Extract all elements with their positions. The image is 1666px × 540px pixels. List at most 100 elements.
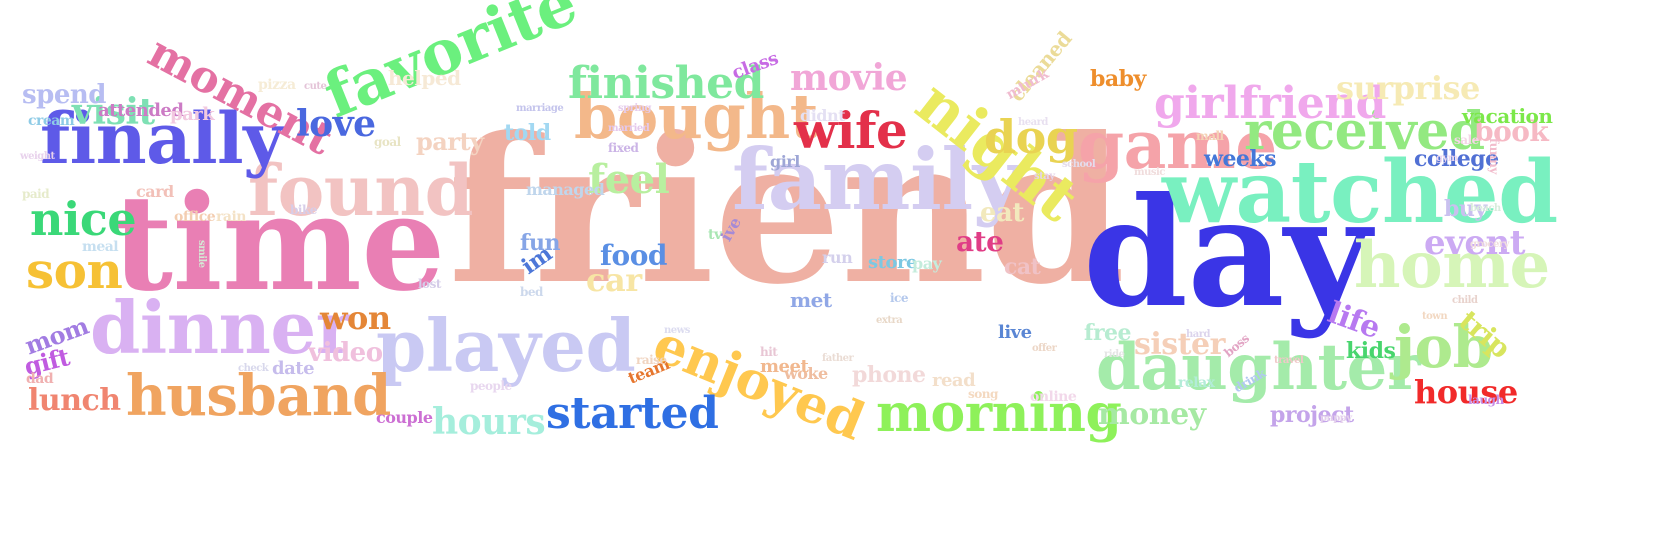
word-friend: friend [448,94,1125,329]
word-found: found [248,149,474,232]
word-cute: cute [304,81,327,92]
word-couple: couple [376,408,433,427]
word-college: college [1414,146,1499,172]
word-spend: spend [22,80,106,110]
word-started: started [546,388,719,439]
word-played: played [376,303,636,388]
word-bed: bed [520,285,543,299]
word-love: love [296,103,376,145]
word-movie: movie [790,57,908,99]
word-home: home [1354,228,1550,303]
word-dad: dad [26,371,54,387]
word-run: run [822,248,853,267]
word-received: received [1244,101,1485,162]
word-music: music [1134,167,1165,178]
word-phone: phone [852,362,926,388]
word-lost: lost [418,277,441,291]
word-song: song [968,387,998,401]
word-morning: morning [876,383,1122,444]
word-people: people [470,379,512,393]
word-check: check [238,363,269,374]
word-pizza: pizza [258,77,296,93]
word-wife: wife [794,101,908,160]
word-husband: husband [126,363,391,429]
word-daughter: daughter [1096,330,1421,405]
word-cream: cream [28,113,75,129]
word-fixed: fixed [608,141,639,155]
word-father: father [822,353,854,364]
word-hours: hours [432,401,546,443]
word-paid: paid [22,187,50,201]
word-told: told [504,120,551,146]
word-house: house [1414,373,1518,411]
word-heard: heard [1018,117,1048,128]
word-buy: buy [1444,196,1487,222]
word-cat: cat [1004,254,1041,280]
word-bike: bike [290,203,317,217]
word-smile: smile [196,240,207,268]
word-hard: hard [1186,329,1211,340]
word-read: read [932,370,976,391]
word-finished: finished [568,58,764,109]
word-watched: watched [1162,142,1558,243]
word-sister: sister [1134,327,1225,362]
word-kids: kids [1346,338,1396,364]
word-girl: girl [770,152,800,171]
word-child: child [1452,295,1478,306]
word-dinner: dinner [90,285,354,370]
word-gym: gym [1436,153,1458,164]
word-vacation: vacation [1462,104,1553,128]
word-book: book [1474,115,1549,148]
word-rain: rain [216,209,246,225]
word-food: food [600,239,667,272]
word-laugh: laugh [1468,393,1504,407]
word-town: town [1422,311,1448,322]
word-free: free [1084,320,1132,346]
word-marriage: marriage [516,103,564,114]
word-helped: helped [388,66,461,90]
word-grocery: grocery [1470,239,1509,250]
word-game: game [1078,106,1277,184]
word-ride: ride [1104,349,1125,360]
word-tv: tv [708,227,722,243]
word-time: time [112,166,445,321]
word-won: won [320,299,391,337]
word-managed: managed [526,180,605,199]
word-event: event [1424,223,1525,263]
word-dog: dog [984,110,1078,164]
word-school: school [1062,159,1096,170]
word-mall: mall [1196,129,1224,143]
word-ate: ate [956,225,1004,258]
word-eat: eat [980,198,1024,228]
word-beach: beach [1470,203,1501,214]
word-weeks: weeks [1204,146,1277,172]
word-weight: weight [20,151,55,162]
word-raise: raise [636,353,667,367]
word-news: news [664,325,690,336]
word-sale: sale [1454,133,1479,147]
word-fun: fun [520,230,560,256]
word-met: met [790,288,832,312]
word-baby: baby [1090,66,1146,92]
word-didnt: didnt [800,106,845,125]
word-feel: feel [588,156,670,203]
word-video: video [308,338,383,368]
word-married: married [608,123,650,134]
word-store: store [868,252,917,273]
word-card: card [136,182,174,201]
word-finally: finally [40,97,284,180]
word-visit: visit [72,91,155,133]
word-online: online [1030,389,1077,405]
word-car: car [586,261,642,299]
word-travel: travel [1274,355,1304,366]
word-pay: pay [912,254,942,273]
word-park: park [170,104,215,125]
word-girlfriend: girlfriend [1154,78,1386,129]
word-goal: goal [374,135,401,149]
word-meal: meal [82,239,119,255]
word-hit: hit [760,345,778,359]
word-office: office [174,209,216,225]
word-party: party [416,127,484,156]
word-lunch: lunch [28,383,121,418]
